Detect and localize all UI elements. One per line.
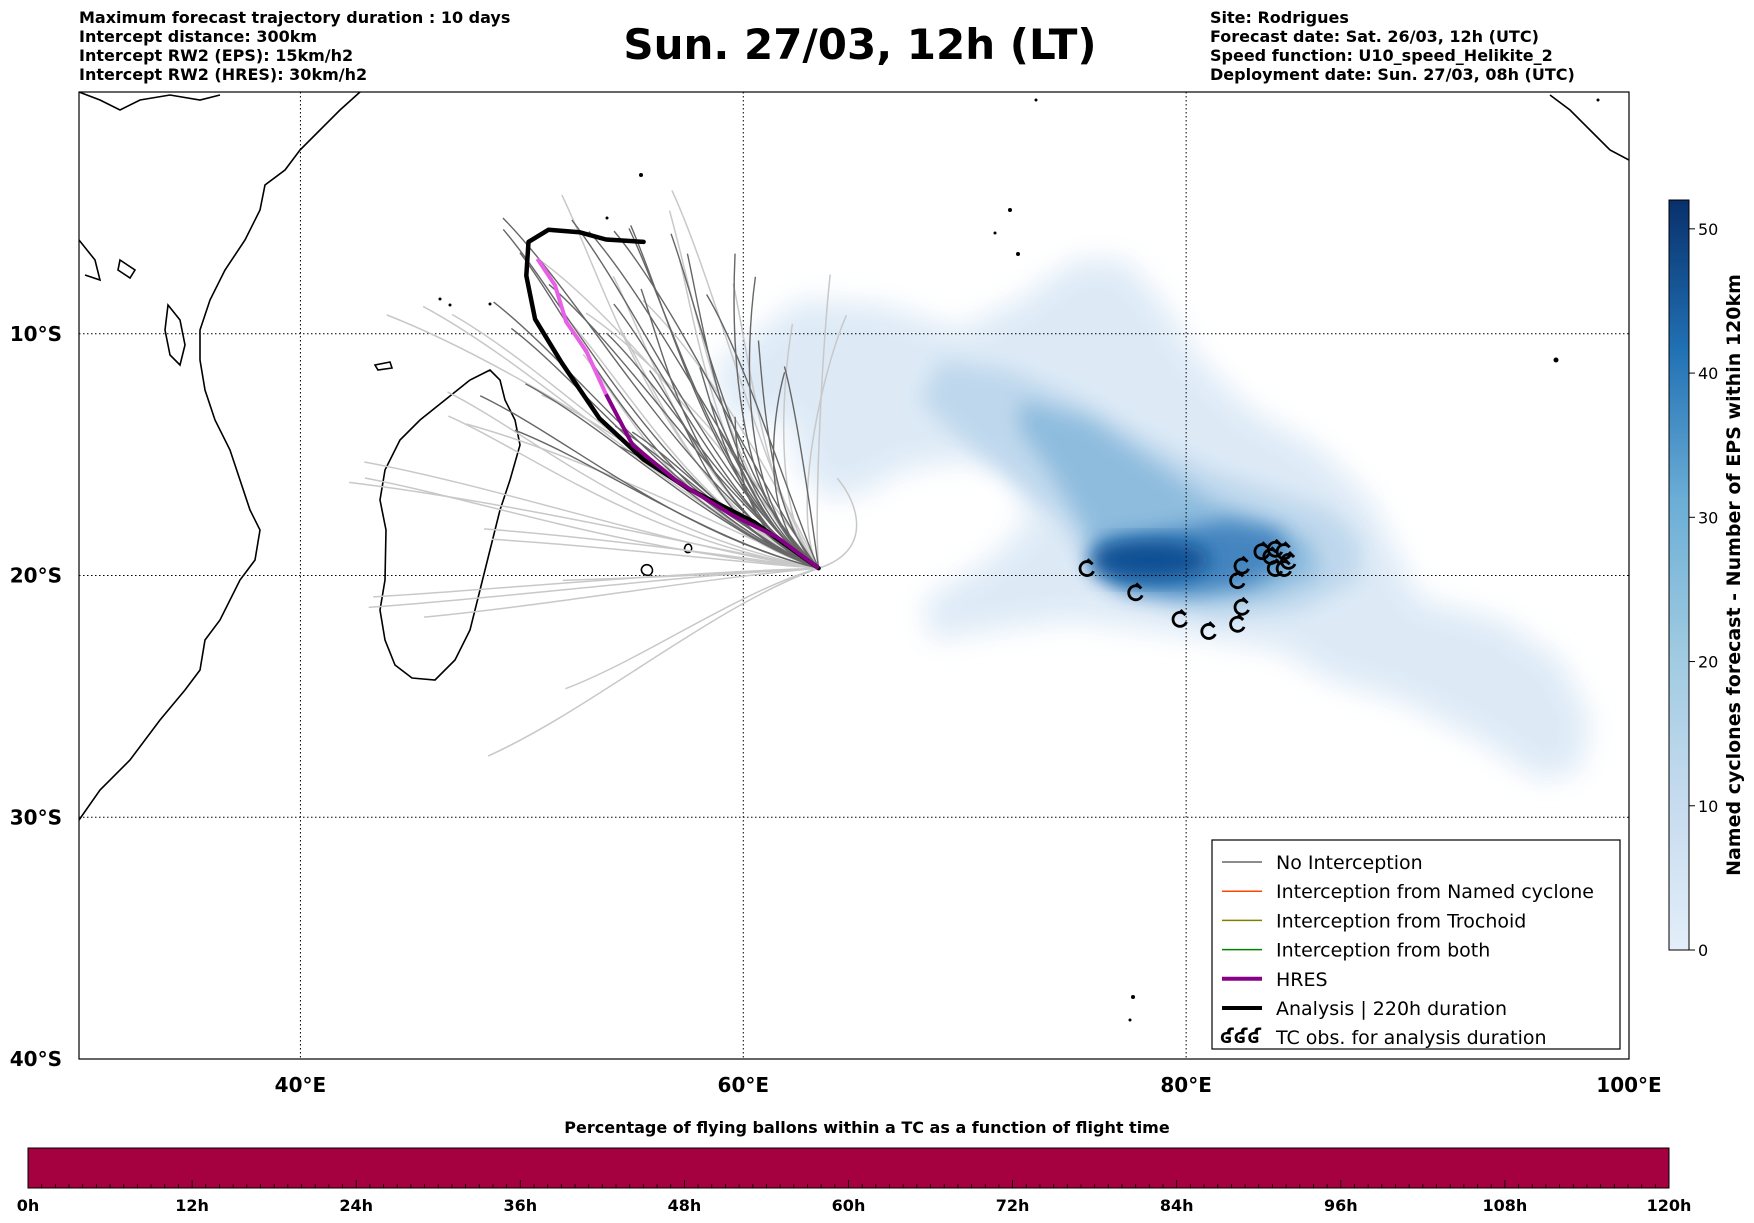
time-bar-tick-label: 36h	[503, 1196, 537, 1215]
ensemble-track	[565, 567, 819, 690]
legend-box	[1211, 839, 1621, 1050]
colorbar-gradient	[1668, 199, 1690, 951]
time-bar-tick-label: 120h	[1647, 1196, 1692, 1215]
ensemble-track	[493, 301, 819, 569]
lon-tick-label: 60°E	[718, 1073, 770, 1097]
ensemble-track	[818, 477, 858, 569]
time-bar-tick-label: 48h	[668, 1196, 702, 1215]
colorbar-tick-label: 40	[1698, 364, 1718, 383]
legend-label: Interception from Named cyclone	[1276, 881, 1594, 903]
header-right-line: Site: Rodrigues	[1210, 8, 1349, 27]
colorbar-tick-label: 0	[1698, 941, 1708, 960]
header-left-line: Intercept distance: 300km	[79, 27, 318, 46]
small-islands	[438, 98, 1600, 1022]
time-bar-tick-label: 0h	[17, 1196, 40, 1215]
tc-obs-symbol	[1275, 541, 1292, 561]
legend-label: TC obs. for analysis duration	[1275, 1027, 1547, 1049]
legend-label: No Interception	[1276, 852, 1423, 874]
header-right-info: Site: Rodrigues Forecast date: Sat. 26/0…	[1210, 8, 1575, 84]
lon-tick-label: 80°E	[1160, 1073, 1212, 1097]
hres-track-tail	[535, 257, 608, 396]
grid-lines	[79, 92, 1629, 1059]
time-bar-tick-label: 108h	[1483, 1196, 1528, 1215]
ensemble-track	[423, 567, 819, 618]
tc-obs-symbol	[1275, 558, 1292, 577]
header-right-line: Forecast date: Sat. 26/03, 12h (UTC)	[1210, 27, 1539, 46]
ensemble-track	[686, 253, 819, 569]
tc-obs-symbol	[1171, 609, 1188, 628]
ensemble-track	[373, 567, 819, 598]
ensemble-track	[806, 315, 848, 569]
axis-tick-labels: 40°E 60°E 80°E 100°E 10°S 20°S 30°S 40°S	[10, 322, 1662, 1097]
time-bar-tick-label: 12h	[175, 1196, 209, 1215]
colorbar-tick-label: 10	[1698, 797, 1718, 816]
tc-obs-symbol	[1233, 596, 1250, 616]
tc-obs-symbol	[1200, 621, 1217, 640]
time-bar-tick-label: 72h	[996, 1196, 1030, 1215]
lat-tick-label: 40°S	[10, 1047, 62, 1071]
header-left-line: Maximum forecast trajectory duration : 1…	[79, 8, 511, 27]
colorbar-label: Named cyclones forecast - Number of EPS …	[1723, 274, 1745, 876]
coastlines	[79, 92, 1629, 821]
map-area	[79, 92, 1629, 1059]
ensemble-track	[364, 477, 819, 569]
map-frame	[78, 91, 1630, 1060]
ensemble-track	[757, 340, 820, 569]
ensemble-track	[491, 538, 819, 569]
header-right-line: Speed function: U10_speed_Helikite_2	[1210, 46, 1553, 65]
time-bar-title: Percentage of flying ballons within a TC…	[564, 1118, 1170, 1137]
time-bar-tick-label: 96h	[1324, 1196, 1358, 1215]
page-title: Sun. 27/03, 12h (LT)	[623, 20, 1097, 69]
tc-obs-symbol	[1229, 613, 1246, 633]
ensemble-track	[514, 429, 819, 569]
header-left-info: Maximum forecast trajectory duration : 1…	[79, 8, 510, 84]
ensemble-track	[772, 371, 819, 569]
time-bar-tick-label: 24h	[339, 1196, 373, 1215]
ensemble-tracks	[349, 190, 858, 757]
ensemble-track	[748, 276, 819, 569]
tc-obs-symbol	[1253, 541, 1270, 561]
cyclone-density-field	[715, 260, 1590, 780]
ensemble-track	[816, 274, 831, 569]
legend-label: HRES	[1276, 969, 1328, 991]
tc-obs-symbol	[1078, 558, 1095, 577]
time-bar-tick-label: 84h	[1160, 1196, 1194, 1215]
ensemble-track	[484, 528, 819, 569]
colorbar-tick-label: 30	[1698, 508, 1718, 527]
lat-tick-label: 30°S	[10, 805, 62, 829]
ensemble-track	[783, 366, 820, 569]
ensemble-track	[448, 415, 819, 569]
lon-tick-label: 40°E	[275, 1073, 327, 1097]
legend-label: Analysis | 220h duration	[1276, 998, 1507, 1020]
hres-track	[604, 393, 820, 570]
ensemble-track	[368, 567, 819, 609]
ensemble-track	[487, 567, 819, 757]
lat-tick-label: 20°S	[10, 564, 62, 588]
ensemble-track	[733, 253, 819, 569]
ensemble-track	[640, 288, 819, 569]
colorbar: Named cyclones forecast - Number of EPS …	[1668, 199, 1745, 960]
time-bar-tick-label: 60h	[832, 1196, 866, 1215]
tc-observations	[1078, 538, 1297, 640]
colorbar-tick-label: 20	[1698, 653, 1718, 672]
tc-obs-symbol	[1233, 555, 1250, 575]
ensemble-track	[364, 461, 819, 569]
lat-tick-label: 10°S	[10, 322, 62, 346]
header-right-line: Deployment date: Sun. 27/03, 08h (UTC)	[1210, 65, 1575, 84]
ensemble-track	[447, 391, 819, 569]
lon-tick-label: 100°E	[1596, 1073, 1661, 1097]
legend: No Interception Interception from Named c…	[1211, 839, 1621, 1050]
tc-obs-symbol	[1127, 582, 1144, 602]
header-left-line: Intercept RW2 (EPS): 15km/h2	[79, 46, 354, 65]
main-tracks	[524, 227, 821, 571]
legend-swatch: ʛʛʛ	[1220, 1024, 1261, 1048]
legend-label: Interception from both	[1276, 940, 1490, 962]
header-left-line: Intercept RW2 (HRES): 30km/h2	[79, 65, 368, 84]
time-bar: Percentage of flying ballons within a TC…	[17, 1118, 1692, 1215]
legend-label: Interception from Trochoid	[1276, 910, 1526, 932]
ensemble-track	[582, 353, 819, 569]
colorbar-tick-label: 50	[1698, 220, 1718, 239]
